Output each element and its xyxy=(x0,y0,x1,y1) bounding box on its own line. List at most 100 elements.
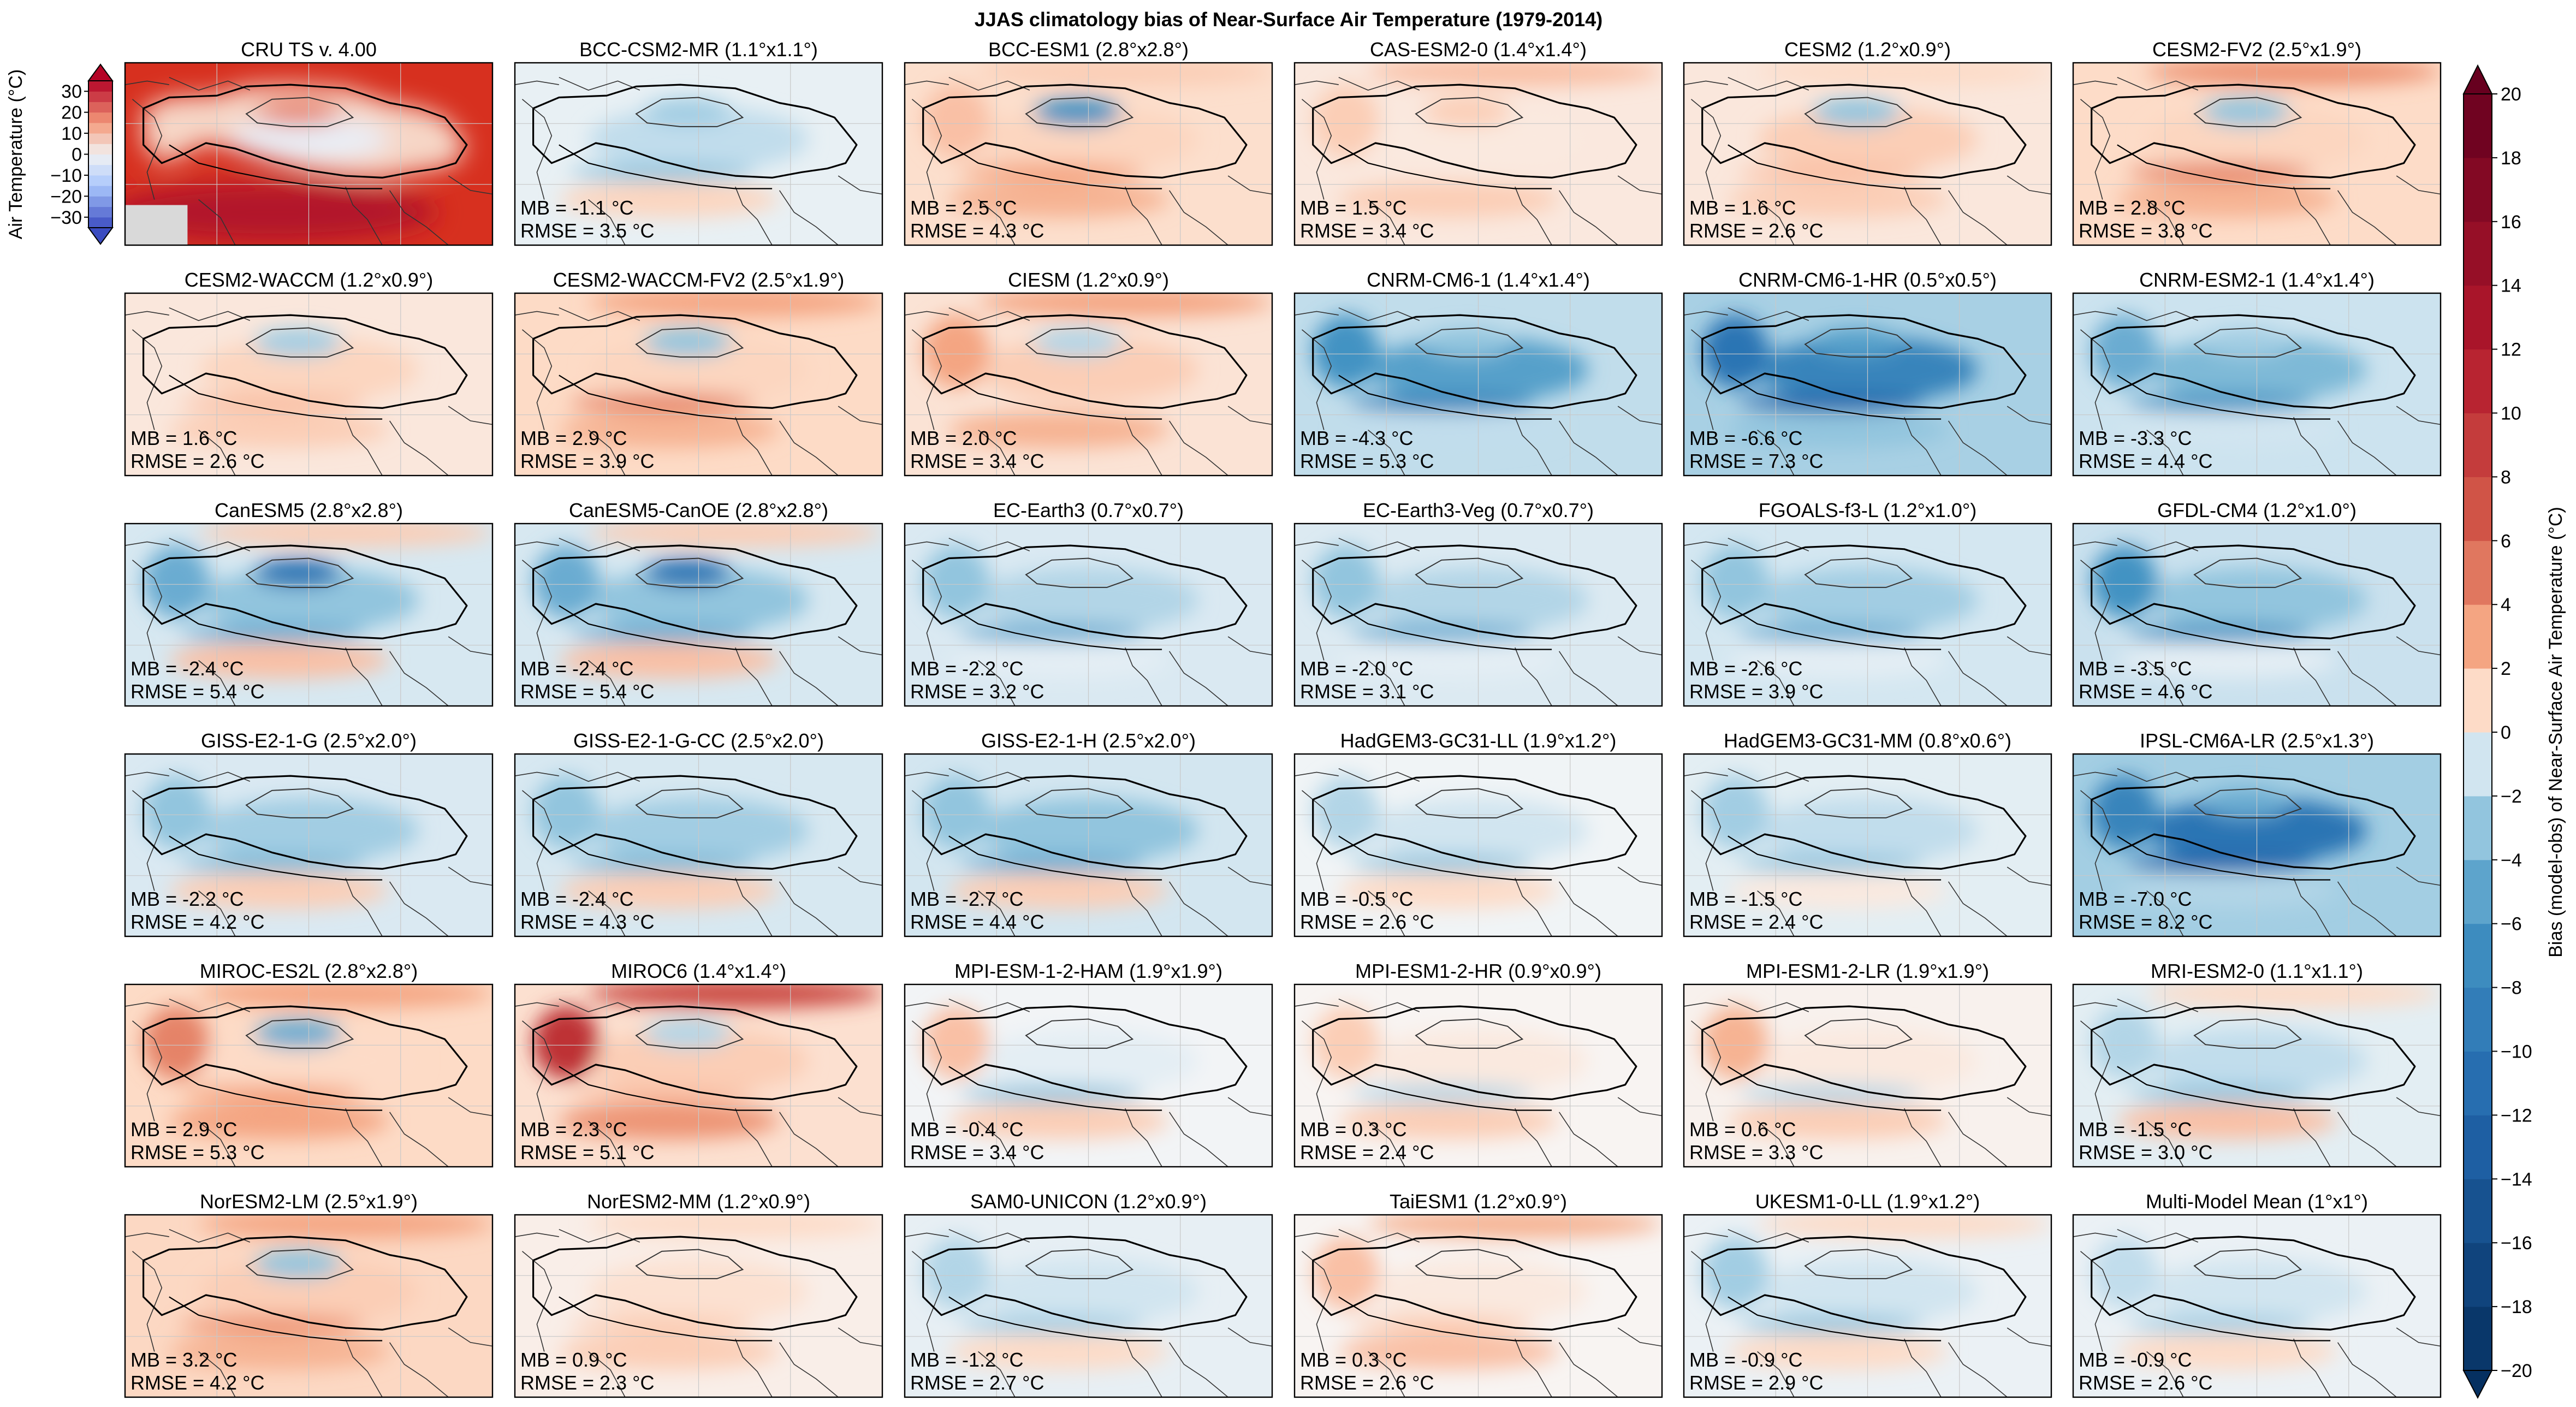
bias-region xyxy=(2201,788,2290,818)
rmse-label: RMSE = 8.2 °C xyxy=(2079,911,2212,933)
country-border xyxy=(2396,636,2441,656)
map-frame xyxy=(124,1214,494,1398)
bias-region xyxy=(1349,393,1534,412)
map-frame xyxy=(514,523,883,707)
map-frame xyxy=(2072,1214,2442,1398)
bias-region xyxy=(569,1315,754,1334)
country-border xyxy=(905,541,949,546)
country-border xyxy=(1948,420,2008,476)
colorbar-tick-label: −18 xyxy=(2501,1297,2532,1317)
bias-region xyxy=(1368,1215,1662,1239)
bias-region xyxy=(959,1315,1144,1334)
colorbar-swatch xyxy=(88,91,112,102)
country-border xyxy=(1125,186,1162,245)
rmse-label: RMSE = 3.1 °C xyxy=(1300,680,1434,703)
country-border xyxy=(2293,1338,2331,1397)
plateau-outline xyxy=(1701,84,2027,179)
country-border xyxy=(838,1097,882,1117)
bias-region xyxy=(1033,97,1122,127)
himalaya-outline xyxy=(948,1296,1162,1341)
colorbar-swatch xyxy=(2464,923,2492,988)
colorbar-extend-min xyxy=(87,227,114,245)
country-border xyxy=(2007,866,2051,886)
map-field xyxy=(905,754,1272,936)
plateau-outline xyxy=(532,84,858,179)
colorbar-swatch xyxy=(2464,1115,2492,1179)
country-border xyxy=(2146,199,2184,245)
country-border xyxy=(2073,80,2117,85)
colorbar-swatch xyxy=(2464,157,2492,222)
country-border xyxy=(2293,647,2331,706)
rmse-label: RMSE = 5.4 °C xyxy=(130,680,264,703)
himalaya-outline xyxy=(2117,144,2331,189)
bias-region xyxy=(959,1084,1144,1103)
map-frame xyxy=(1683,1214,2052,1398)
basin-outline xyxy=(1415,1018,1524,1049)
country-border xyxy=(911,560,942,661)
map-field xyxy=(1295,293,1662,476)
plateau-outline xyxy=(532,314,858,409)
map-field xyxy=(2073,293,2441,476)
colorbar-tick-label: 10 xyxy=(61,123,82,144)
country-border xyxy=(1295,1232,1339,1237)
basin-warm xyxy=(253,99,342,125)
country-border xyxy=(1295,771,1339,776)
map-frame xyxy=(2072,983,2442,1168)
plateau-outline xyxy=(1701,544,2027,640)
country-border xyxy=(1338,768,1420,782)
colorbar-swatch xyxy=(2464,94,2492,158)
panel-title: MIROC6 (1.4°x1.4°) xyxy=(611,960,786,982)
map-panel: MPI-ESM-1-2-HAM (1.9°x1.9°) MB = -0.4 °CR… xyxy=(904,960,1273,1168)
map-frame xyxy=(904,753,1273,937)
basin-outline xyxy=(1804,97,1913,127)
country-border xyxy=(1295,311,1339,316)
country-border xyxy=(1168,1342,1228,1397)
map-frame xyxy=(1293,62,1663,246)
bias-region xyxy=(1338,1333,1559,1370)
country-border xyxy=(1690,790,1722,891)
country-border xyxy=(521,1251,553,1352)
country-border xyxy=(2337,651,2397,706)
plateau-outline xyxy=(2091,1236,2416,1331)
country-border xyxy=(838,866,882,886)
map-panel: BCC-CSM2-MR (1.1°x1.1°) MB = -1.1 °CRMSE … xyxy=(514,38,883,246)
country-border xyxy=(1301,1020,1332,1121)
rmse-label: RMSE = 2.6 °C xyxy=(1300,911,1434,933)
himalaya-outline xyxy=(1728,144,1942,189)
rmse-label: RMSE = 2.9 °C xyxy=(1689,1372,1823,1394)
mean-bias-label: MB = -4.3 °C xyxy=(1300,427,1413,449)
basin-outline xyxy=(1804,1249,1913,1279)
himalaya-outline xyxy=(1728,1296,1942,1341)
country-border xyxy=(2073,1002,2117,1007)
figure-title: JJAS climatology bias of Near-Surface Ai… xyxy=(975,8,1602,31)
mean-bias-label: MB = -3.5 °C xyxy=(2079,657,2192,680)
country-border xyxy=(1617,175,1662,195)
country-border xyxy=(448,175,492,195)
bias-region xyxy=(198,984,492,1008)
map-frame xyxy=(514,292,883,477)
mean-bias-label: MB = 2.0 °C xyxy=(910,427,1017,449)
colorbar-extend-min xyxy=(2462,1370,2493,1399)
plateau-outline xyxy=(2091,775,2416,870)
himalaya-outline xyxy=(169,375,383,420)
country-border xyxy=(2080,1020,2111,1121)
basin-outline xyxy=(245,1249,354,1279)
bias-colorbar: 20181614121086420−2−4−6−8−10−12−14−16−18… xyxy=(2462,64,2566,1399)
bias-region xyxy=(180,393,364,412)
map-frame xyxy=(904,1214,1273,1398)
colorbar-swatch xyxy=(2464,541,2492,605)
field-blobs xyxy=(559,293,882,448)
country-border xyxy=(838,175,882,195)
colorbar-swatch xyxy=(2464,668,2492,733)
rmse-label: RMSE = 2.6 °C xyxy=(1300,1372,1434,1394)
colorbar-swatch xyxy=(2464,285,2492,350)
mean-bias-label: MB = 1.6 °C xyxy=(130,427,237,449)
colorbar-tick-label: −20 xyxy=(50,186,82,207)
plateau-outline xyxy=(922,544,1248,640)
country-border xyxy=(1904,647,1942,706)
country-border xyxy=(2117,537,2199,551)
rmse-label: RMSE = 3.5 °C xyxy=(520,219,654,242)
panel-title: IPSL-CM6A-LR (2.5°x1.3°) xyxy=(2140,729,2374,752)
